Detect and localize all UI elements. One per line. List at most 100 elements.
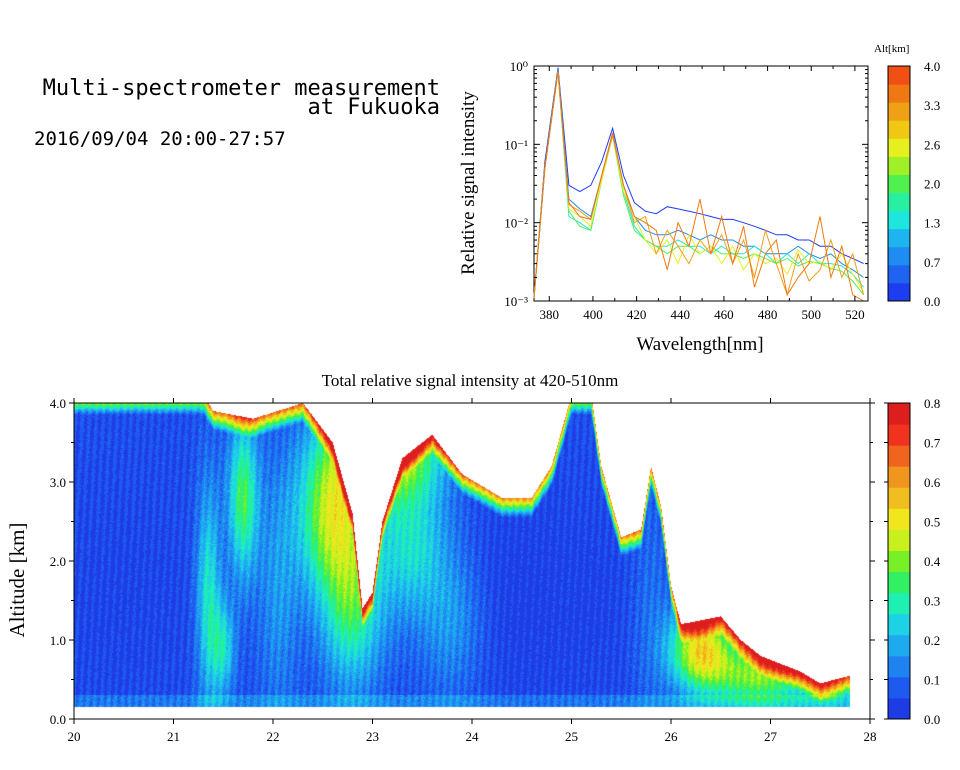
spectrum-colorbar-band (888, 138, 910, 157)
spectrum-x-ticks: 380 400 420 440 460 480 500 520 (540, 66, 865, 322)
spectrum-colorbar-tick-label: 0.7 (924, 255, 941, 270)
heatmap-colorbar-band (888, 445, 910, 467)
spectrum-colorbar-tick-label: 4.0 (924, 59, 940, 74)
heatmap-colorbar-band (888, 424, 910, 446)
spectrum-y-axis-label: Relative signal intensity (458, 91, 479, 275)
spectrum-colorbar-tick-label: 1.3 (924, 216, 940, 231)
heatmap-field (74, 403, 870, 719)
spectrum-x-tick-label: 380 (540, 307, 560, 322)
spectrum-x-tick-label: 480 (758, 307, 778, 322)
spectrum-colorbar-band (888, 174, 910, 194)
heatmap-x-tick-label: 22 (267, 729, 280, 744)
heatmap-colorbar-band (888, 508, 910, 530)
spectrum-series-line (533, 69, 864, 298)
heatmap-plot-frame (73, 402, 871, 720)
spectrum-y-tick-label: 10⁻¹ (504, 137, 528, 152)
heatmap-x-tick-label: 20 (68, 729, 81, 744)
heatmap-y-tick-label: 0.0 (50, 712, 66, 727)
spectrum-colorbar-band (888, 264, 910, 284)
spectrum-colorbar-band (888, 102, 910, 121)
heatmap-x-tick-label: 23 (366, 729, 379, 744)
spectrum-colorbar-frame (887, 65, 911, 302)
spectrum-colorbar (887, 65, 911, 302)
spectrum-x-tick-label: 400 (583, 307, 603, 322)
spectrum-colorbar-tick-label: 2.0 (924, 177, 940, 192)
spectrum-series-group (533, 67, 865, 302)
spectrum-colorbar-band (888, 210, 910, 230)
heatmap-y-axis-label: Altitude [km] (5, 523, 29, 638)
spectrum-x-tick-label: 440 (671, 307, 691, 322)
figure-title-line1: Multi-spectrometer measurement (43, 76, 440, 101)
heatmap-colorbar-band (888, 403, 910, 425)
heatmap-colorbar-band (888, 613, 910, 636)
spectrum-plot-frame (533, 65, 869, 302)
spectrum-series-line (533, 71, 864, 298)
heatmap-colorbar-band (888, 676, 910, 699)
spectrum-colorbar-band (888, 156, 910, 175)
heatmap-colorbar-tick-label: 0.3 (924, 594, 940, 609)
spectrum-colorbar-label: Alt[km] (874, 43, 909, 55)
heatmap-colorbar-band (888, 592, 910, 615)
spectrum-y-ticks: 10⁻³ 10⁻² 10⁻¹ 10⁰ (504, 59, 868, 309)
heatmap-colorbar-tick-label: 0.6 (924, 475, 941, 490)
spectrum-colorbar-tick-label: 3.3 (924, 98, 940, 113)
spectrum-x-tick-label: 420 (627, 307, 647, 322)
heatmap-x-tick-label: 28 (864, 729, 877, 744)
heatmap-colorbar-tick-label: 0.4 (924, 554, 941, 569)
spectrum-colorbar-band (888, 192, 910, 212)
figure-datetime: 2016/09/04 20:00-27:57 (34, 128, 286, 150)
heatmap-colorbar-band (888, 487, 910, 509)
spectrum-colorbar-band (888, 120, 910, 139)
heatmap-colorbar-band (888, 571, 910, 594)
heatmap-y-tick-label: 1.0 (50, 633, 66, 648)
spectrum-x-tick-label: 520 (845, 307, 865, 322)
spectrum-series-line (533, 67, 864, 298)
heatmap-colorbar-band (888, 466, 910, 488)
heatmap-colorbar-tick-label: 0.2 (924, 633, 940, 648)
heatmap-colorbar-frame (887, 402, 911, 720)
spectrum-colorbar-tick-label: 2.6 (924, 137, 941, 152)
spectrum-x-tick-label: 500 (801, 307, 821, 322)
spectrum-x-axis-label: Wavelength[nm] (636, 334, 763, 355)
heatmap-y-tick-label: 4.0 (50, 396, 66, 411)
heatmap-title: Total relative signal intensity at 420-5… (322, 371, 619, 390)
heatmap-colorbar-band (888, 655, 910, 678)
heatmap-x-tick-label: 27 (764, 729, 778, 744)
spectrum-series-line (533, 71, 865, 298)
heatmap-colorbar-tick-label: 0.8 (924, 396, 940, 411)
heatmap-colorbar-band (888, 529, 910, 551)
heatmap-colorbar-band (888, 550, 910, 573)
figure-title-line2: at Fukuoka (308, 95, 440, 120)
heatmap-y-tick-label: 3.0 (50, 475, 66, 490)
heatmap-x-tick-label: 21 (167, 729, 180, 744)
spectrum-series-line (533, 71, 865, 298)
heatmap-chart: Total relative signal intensity at 420-5… (5, 371, 941, 744)
heatmap-colorbar-band (888, 634, 910, 657)
heatmap-colorbar-tick-label: 0.1 (924, 673, 940, 688)
heatmap-x-tick-label: 25 (565, 729, 578, 744)
spectrum-colorbar-band (888, 246, 910, 266)
spectrum-y-tick-label: 10⁻³ (504, 294, 528, 309)
spectrum-y-tick-label: 10⁰ (510, 59, 528, 74)
heatmap-x-tick-label: 26 (665, 729, 679, 744)
spectrum-series-line (533, 71, 864, 298)
spectrum-series-line (533, 71, 864, 302)
spectrum-colorbar-ticks: 0.0 0.7 1.3 2.0 2.6 3.3 4.0 (924, 59, 941, 309)
heatmap-colorbar (887, 402, 911, 720)
heatmap-x-tick-label: 24 (466, 729, 480, 744)
spectrum-chart: 380 400 420 440 460 480 500 520 10⁻³ 10⁻² 10⁻¹ 10⁰… (458, 43, 941, 355)
spectrum-colorbar-band (888, 84, 910, 103)
heatmap-colorbar-ticks: 0.0 0.1 0.2 0.3 0.4 0.5 0.6 0.7 0.8 (884, 396, 941, 727)
heatmap-x-ticks: 20 21 22 23 24 25 26 27 28 (68, 398, 877, 744)
heatmap-colorbar-tick-label: 0.5 (924, 515, 940, 530)
spectrum-colorbar-band (888, 282, 910, 302)
spectrum-colorbar-band (888, 228, 910, 248)
heatmap-colorbar-tick-label: 0.0 (924, 712, 940, 727)
heatmap-y-ticks: 0.0 1.0 2.0 3.0 4.0 (50, 396, 875, 727)
spectrum-x-tick-label: 460 (714, 307, 734, 322)
spectrum-colorbar-band (888, 66, 910, 85)
heatmap-colorbar-band (888, 697, 910, 720)
heatmap-y-tick-label: 2.0 (50, 554, 66, 569)
spectrum-colorbar-tick-label: 0.0 (924, 294, 940, 309)
